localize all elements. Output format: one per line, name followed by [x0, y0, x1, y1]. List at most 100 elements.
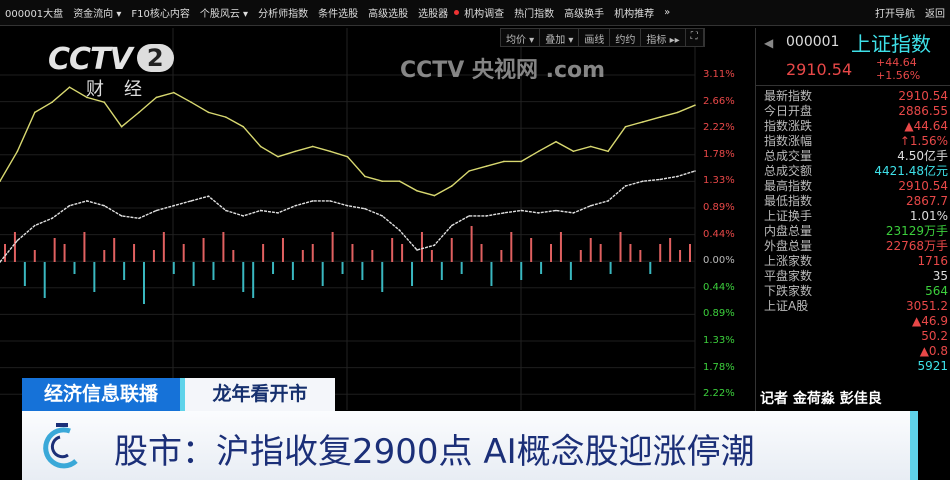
data-point — [450, 185, 453, 187]
quote-row: 今日开盘 2886.55 — [756, 104, 950, 119]
quote-row: 内盘总量 23129万手 — [756, 224, 950, 239]
axis-label: 0.00% — [703, 255, 735, 267]
quote-header: ◀ 000001 上证指数 2910.54 +44.64 +1.56% — [756, 28, 950, 86]
stock-code: 000001 — [786, 34, 840, 50]
quote-row: 外盘总量 22768万手 — [756, 239, 950, 254]
data-point — [51, 217, 53, 220]
data-point — [676, 175, 679, 178]
nav-right-item[interactable]: 打开导航 — [875, 9, 915, 20]
axis-label: 1.33% — [703, 175, 735, 187]
toolbar-button[interactable]: 指标 ▸▸ — [641, 29, 686, 46]
axis-label: 1.78% — [703, 361, 735, 373]
data-point — [86, 200, 88, 202]
data-point — [33, 111, 36, 114]
data-point — [381, 180, 384, 182]
toolbar-button[interactable]: ⛶ — [686, 29, 704, 46]
stock-price: 2910.54 — [786, 60, 853, 79]
data-point — [155, 96, 158, 99]
nav-item[interactable]: 资金流向 ▾ — [73, 9, 122, 20]
nav-item[interactable]: 高级换手 — [564, 9, 605, 20]
data-point — [642, 180, 644, 182]
nav-item[interactable]: 选股器 — [418, 9, 449, 20]
data-point — [294, 204, 297, 207]
toolbar-button[interactable]: 叠加 ▾ — [540, 29, 580, 46]
logo-brand: CCTV — [48, 42, 133, 77]
nav-item[interactable]: » — [664, 7, 671, 18]
nav-item[interactable]: 高级选股 — [368, 9, 409, 20]
quote-row: 总成交量 4.50亿手 — [756, 149, 950, 164]
quote-value: 22768万手 — [885, 239, 948, 253]
data-point — [624, 125, 627, 128]
quote-value: ▲46.9 — [912, 314, 948, 328]
quote-label: 外盘总量 — [764, 239, 813, 253]
cctv2-logo: CCTV 2 财经 — [48, 42, 174, 101]
quote-label: 内盘总量 — [764, 224, 813, 238]
quote-value: 50.2 — [921, 329, 948, 343]
nav-item[interactable]: 热门指数 — [514, 9, 555, 20]
quote-row: 上涨家数 1716 — [756, 254, 950, 269]
stock-pct: +1.56% — [876, 69, 921, 82]
nav-item[interactable]: 分析师指数 — [258, 9, 309, 20]
data-point — [555, 140, 557, 143]
nav-item[interactable]: 条件选股 — [318, 9, 359, 20]
data-point — [294, 150, 297, 153]
headline-banner: 股市：沪指收复2900点 AI概念股迎涨停潮 — [22, 411, 918, 480]
quote-value: ▲0.8 — [919, 344, 948, 358]
data-point — [537, 150, 540, 153]
data-point — [207, 111, 210, 114]
data-point — [520, 160, 523, 163]
data-point — [16, 239, 19, 242]
toolbar-button[interactable]: 约约 — [610, 29, 642, 46]
axis-label: 1.33% — [703, 335, 735, 346]
stock-name: 上证指数 — [851, 32, 931, 56]
data-point — [381, 215, 384, 217]
data-point — [155, 209, 158, 212]
nav-right-item[interactable]: 返回 — [925, 9, 945, 20]
data-point — [624, 185, 627, 187]
quote-label: 上证A股 — [764, 299, 809, 313]
data-point — [346, 204, 349, 207]
news-logo-icon — [43, 423, 78, 469]
quote-row: 总成交额 4421.48亿元 — [756, 164, 950, 179]
data-point — [485, 215, 488, 217]
quote-value: ↑1.56% — [899, 134, 948, 148]
prev-arrow-icon[interactable]: ◀ — [764, 36, 774, 50]
nav-item[interactable]: 000001大盘 — [5, 9, 64, 20]
quote-rows: 最新指数 2910.54 今日开盘 2886.55 指数涨跌 ▲44.64 指数涨幅 ↑1.5… — [756, 86, 950, 374]
logo-channel: 2 — [136, 44, 174, 72]
toolbar-button[interactable]: 画线 — [579, 29, 611, 46]
quote-label: 下跌家数 — [764, 284, 813, 298]
nav-item[interactable]: 机构推荐 — [614, 9, 655, 20]
data-point — [433, 244, 436, 247]
data-point — [520, 209, 523, 212]
quote-label: 最新指数 — [764, 89, 813, 103]
data-point — [51, 101, 53, 103]
nav-item[interactable]: 机构调查 — [464, 9, 505, 20]
data-point — [676, 111, 679, 114]
data-point — [103, 101, 106, 103]
data-point — [364, 175, 366, 178]
data-point — [259, 145, 262, 148]
cctv-watermark: CCTV 央视网 .com — [400, 58, 606, 83]
data-point — [311, 200, 314, 202]
nav-item[interactable]: F10核心内容 — [131, 9, 190, 20]
data-point — [607, 200, 609, 202]
nav-item[interactable]: 个股风云 ▾ — [199, 9, 249, 20]
toolbar-button[interactable]: 均价 ▾ — [501, 29, 541, 46]
axis-label: 1.78% — [703, 148, 735, 160]
data-point — [259, 209, 262, 212]
quote-panel: ◀ 000001 上证指数 2910.54 +44.64 +1.56% 最新指数 2… — [755, 28, 950, 480]
axis-label: 2.66% — [703, 95, 735, 107]
data-point — [572, 212, 575, 214]
axis-label: 0.89% — [703, 308, 735, 320]
quote-label: 指数涨跌 — [764, 119, 813, 133]
data-point — [572, 150, 575, 153]
quote-value: 2867.7 — [906, 194, 948, 208]
data-point — [398, 180, 401, 182]
quote-label: 上证换手 — [764, 209, 813, 223]
quote-row: ▲46.9 — [756, 314, 950, 329]
quote-row: 最新指数 2910.54 — [756, 89, 950, 104]
data-point — [398, 229, 401, 232]
data-point — [16, 150, 19, 153]
data-point — [225, 116, 227, 118]
